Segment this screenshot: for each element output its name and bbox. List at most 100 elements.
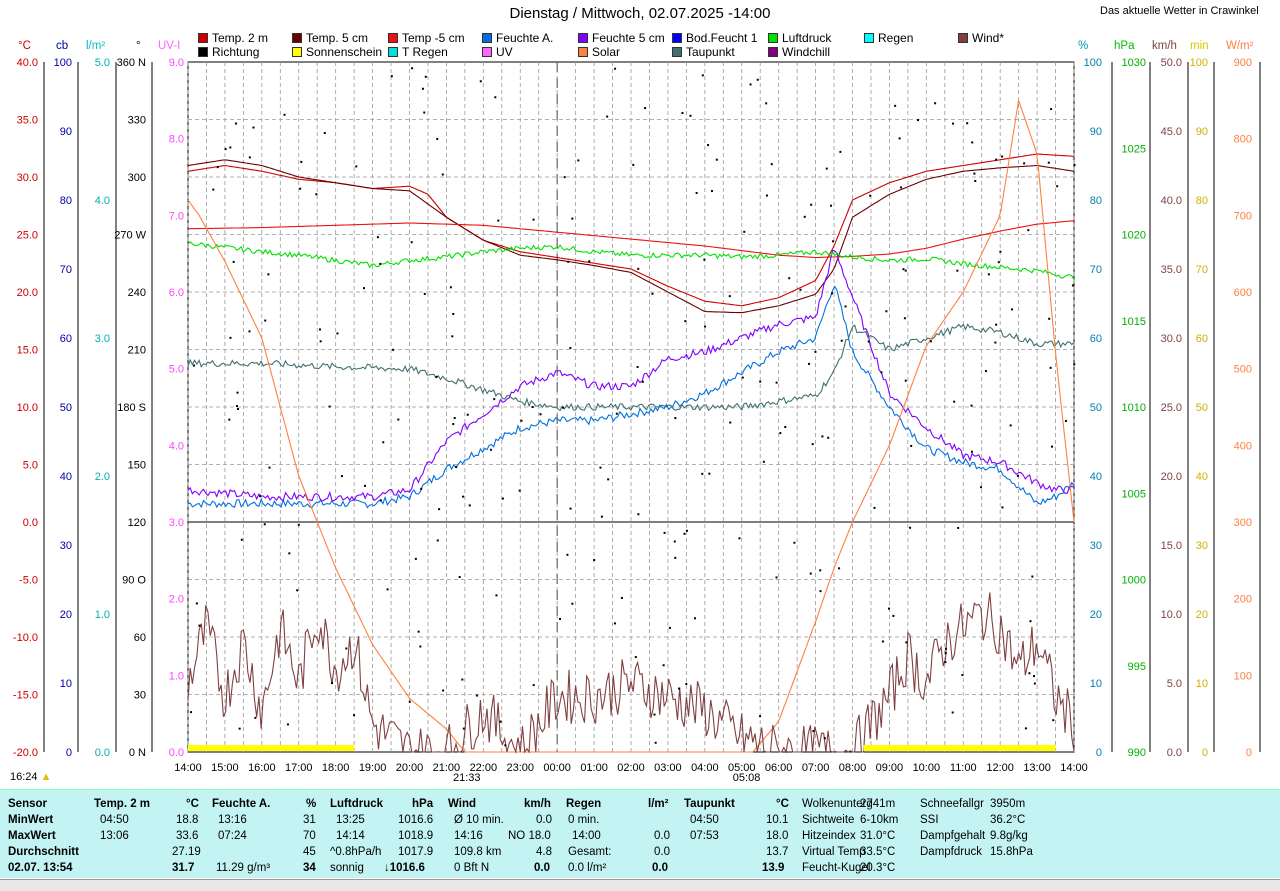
direction-point	[898, 137, 901, 140]
tick-pressure: 1015	[1122, 316, 1146, 328]
direction-point	[743, 230, 746, 233]
direction-point	[1029, 620, 1032, 623]
direction-point	[810, 203, 813, 206]
direction-point	[495, 594, 498, 597]
legend-item-temp-5-cm: Temp. 5 cm	[292, 31, 368, 45]
tick-wind: 0.0	[1167, 747, 1182, 759]
tick-pressure: 1010	[1122, 402, 1146, 414]
direction-point	[784, 426, 787, 429]
legend-swatch	[292, 33, 302, 43]
direction-point	[980, 486, 983, 489]
direction-point	[1052, 719, 1055, 722]
tick-time: 17:00	[285, 762, 313, 774]
tick-cb: 20	[60, 609, 72, 621]
direction-point	[248, 330, 251, 333]
wind-avg10-value: 0.0	[536, 814, 552, 826]
direction-point	[449, 286, 452, 289]
direction-point	[569, 507, 572, 510]
direction-point	[235, 405, 238, 408]
direction-point	[1011, 308, 1014, 311]
direction-point	[438, 508, 441, 511]
hum-unit: %	[306, 798, 317, 810]
tick-uv: 9.0	[169, 57, 184, 69]
direction-point	[193, 364, 196, 367]
direction-point	[254, 716, 257, 719]
direction-point	[799, 288, 802, 291]
direction-point	[224, 148, 227, 151]
chart-title: Dienstag / Mittwoch, 02.07.2025 -14:00	[509, 5, 771, 22]
tick-minutes: 60	[1196, 333, 1208, 345]
tick-solar: 300	[1234, 517, 1252, 529]
direction-point	[475, 694, 478, 697]
direction-point	[678, 687, 681, 690]
direction-point	[867, 340, 870, 343]
legend-label: Regen	[878, 31, 914, 45]
tick-time: 10:00	[913, 762, 941, 774]
direction-point	[318, 328, 321, 331]
hum-header: Feuchte A.	[212, 798, 271, 810]
direction-point	[762, 460, 765, 463]
tick-solar: 0	[1246, 747, 1252, 759]
legend-swatch	[388, 47, 398, 57]
sunset-label: 21:33	[453, 772, 481, 784]
tick-temp: -5.0	[19, 575, 38, 587]
direction-point	[971, 141, 974, 144]
tick-wind: 15.0	[1161, 540, 1182, 552]
tick-cb: 50	[60, 402, 72, 414]
hum-max-time: 07:24	[218, 830, 247, 842]
tick-direction: 30	[134, 690, 146, 702]
tick-minutes: 0	[1202, 747, 1208, 759]
direction-point	[462, 495, 465, 498]
direction-point	[1027, 229, 1030, 232]
direction-point	[232, 260, 235, 263]
wind-max-time: 14:16	[454, 830, 483, 842]
legend-swatch	[578, 33, 588, 43]
direction-point	[1050, 445, 1053, 448]
direction-point	[902, 268, 905, 271]
direction-point	[607, 478, 610, 481]
tick-cb: 80	[60, 195, 72, 207]
direction-point	[330, 682, 333, 685]
direction-point	[827, 436, 830, 439]
tick-wind: 20.0	[1161, 471, 1182, 483]
tick-time: 14:00	[1060, 762, 1088, 774]
direction-point	[441, 173, 444, 176]
tick-cb: 0	[66, 747, 72, 759]
rain-amount: 0.0 l/m²	[568, 862, 607, 874]
direction-point	[353, 714, 356, 717]
tick-pressure: 1030	[1122, 57, 1146, 69]
hum-avg: 45	[303, 846, 316, 858]
direction-point	[390, 75, 393, 78]
direction-point	[708, 472, 711, 475]
direction-point	[900, 186, 903, 189]
extra-label: Feucht-Kugel	[802, 862, 871, 874]
hum-min-value: 31	[303, 814, 316, 826]
tick-uv: 5.0	[169, 364, 184, 376]
legend-item-bod-feucht-1: Bod.Feucht 1	[672, 31, 757, 45]
direction-point	[910, 444, 913, 447]
direction-point	[563, 176, 566, 179]
direction-point	[693, 617, 696, 620]
legend-label: Temp. 5 cm	[306, 31, 369, 45]
direction-point	[569, 347, 572, 350]
direction-point	[637, 513, 640, 516]
direction-point	[770, 163, 773, 166]
extra-value: 31.0°C	[860, 830, 896, 842]
axis-unit-hpa: hPa	[1114, 40, 1135, 52]
extra-label: Virtual Temp	[802, 846, 866, 858]
direction-point	[355, 165, 358, 168]
tick-solar: 600	[1234, 287, 1252, 299]
direction-point	[300, 160, 303, 163]
wind-avg: 4.8	[536, 846, 552, 858]
legend-item-uv: UV	[482, 45, 513, 59]
dew-current: 13.9	[762, 862, 785, 874]
direction-point	[987, 273, 990, 276]
tick-lm2: 1.0	[95, 609, 110, 621]
legend-item-wind-: Wind*	[958, 31, 1004, 45]
temp-avg: 27.19	[172, 846, 201, 858]
tick-solar: 100	[1234, 670, 1252, 682]
legend-swatch	[768, 33, 778, 43]
direction-point	[315, 193, 318, 196]
extra-value: 2741m	[860, 798, 896, 810]
tick-solar: 200	[1234, 594, 1252, 606]
